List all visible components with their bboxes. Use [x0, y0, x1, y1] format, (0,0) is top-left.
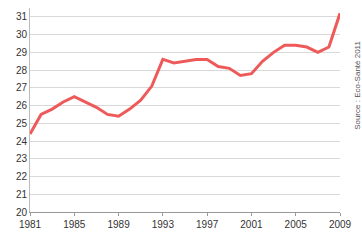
svg-text:28: 28 [16, 65, 28, 76]
svg-text:1981: 1981 [19, 219, 42, 230]
svg-text:20: 20 [16, 207, 28, 218]
svg-text:1989: 1989 [107, 219, 130, 230]
svg-text:1985: 1985 [63, 219, 86, 230]
svg-text:26: 26 [16, 100, 28, 111]
svg-text:1993: 1993 [152, 219, 175, 230]
svg-text:30: 30 [16, 29, 28, 40]
svg-text:23: 23 [16, 153, 28, 164]
svg-text:2005: 2005 [285, 219, 308, 230]
svg-text:22: 22 [16, 171, 28, 182]
svg-text:27: 27 [16, 82, 28, 93]
svg-text:2001: 2001 [240, 219, 263, 230]
svg-text:1997: 1997 [196, 219, 219, 230]
svg-text:2009: 2009 [329, 219, 352, 230]
svg-text:21: 21 [16, 189, 28, 200]
svg-text:Source : Eco-Santé 2011: Source : Eco-Santé 2011 [353, 41, 362, 130]
svg-text:31: 31 [16, 11, 28, 22]
svg-text:29: 29 [16, 47, 28, 58]
svg-text:24: 24 [16, 136, 28, 147]
svg-text:25: 25 [16, 118, 28, 129]
